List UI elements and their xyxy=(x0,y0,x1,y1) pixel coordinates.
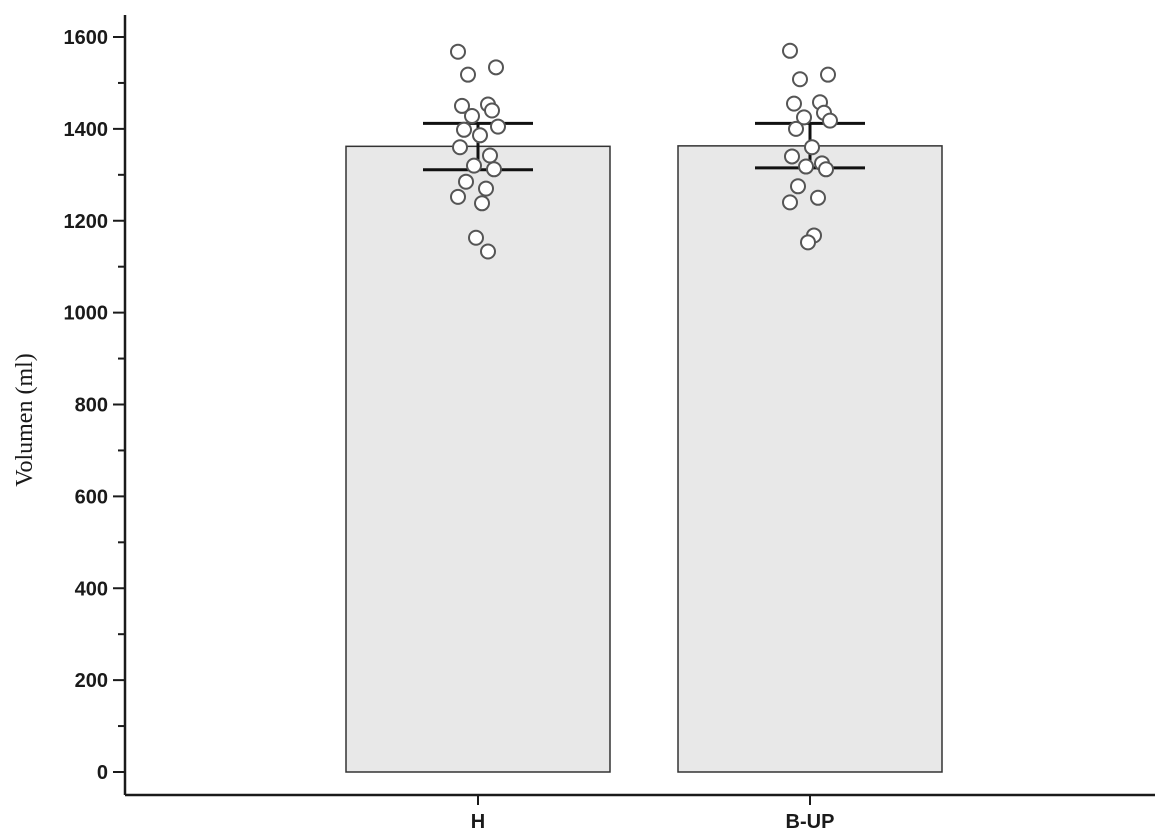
data-point xyxy=(790,178,806,195)
bar-h xyxy=(345,145,611,773)
y-tick-label: 1400 xyxy=(64,119,109,141)
data-point xyxy=(796,109,812,126)
y-tick-label: 200 xyxy=(75,670,108,692)
data-point xyxy=(818,161,834,178)
data-point xyxy=(800,234,816,251)
data-point xyxy=(474,195,490,212)
y-tick-label: 800 xyxy=(75,395,108,417)
data-point xyxy=(798,158,814,175)
data-point xyxy=(480,243,496,260)
data-point xyxy=(782,42,798,59)
data-point xyxy=(488,59,504,76)
data-point xyxy=(464,108,480,125)
data-point xyxy=(784,148,800,165)
data-point xyxy=(452,139,468,156)
data-point xyxy=(482,147,498,164)
y-tick-label: 0 xyxy=(97,762,108,784)
y-tick-label: 600 xyxy=(75,486,108,508)
data-point xyxy=(478,180,494,197)
axes-layer xyxy=(123,15,1155,797)
y-ticks: 0 200 400 600 800 1000 1200 1400 1600 xyxy=(64,27,125,784)
data-point xyxy=(804,139,820,156)
data-point xyxy=(466,157,482,174)
data-point xyxy=(456,121,472,138)
x-tick-label: B-UP xyxy=(786,811,835,833)
data-point xyxy=(484,102,500,119)
x-tick-label: H xyxy=(471,811,485,833)
data-point xyxy=(782,194,798,211)
data-point xyxy=(468,229,484,246)
data-point xyxy=(450,43,466,60)
y-tick-label: 400 xyxy=(75,578,108,600)
data-point xyxy=(490,118,506,135)
data-point xyxy=(454,97,470,114)
data-point xyxy=(820,66,836,83)
data-point xyxy=(788,120,804,137)
x-ticks: H B-UP xyxy=(471,795,835,833)
data-point xyxy=(458,173,474,190)
y-axis-label: Volumen (ml) xyxy=(12,353,38,487)
y-tick-label: 1200 xyxy=(64,211,109,233)
data-point xyxy=(792,71,808,88)
bar-b-up xyxy=(677,145,943,773)
data-point xyxy=(450,188,466,205)
y-tick-label: 1600 xyxy=(64,27,109,49)
bars-layer xyxy=(345,145,943,773)
data-point xyxy=(810,189,826,206)
data-points-layer xyxy=(450,42,838,260)
data-point xyxy=(486,161,502,178)
data-point xyxy=(822,112,838,129)
y-tick-label: 1000 xyxy=(64,303,109,325)
data-point xyxy=(460,66,476,83)
data-point xyxy=(786,95,802,112)
data-point xyxy=(472,127,488,144)
